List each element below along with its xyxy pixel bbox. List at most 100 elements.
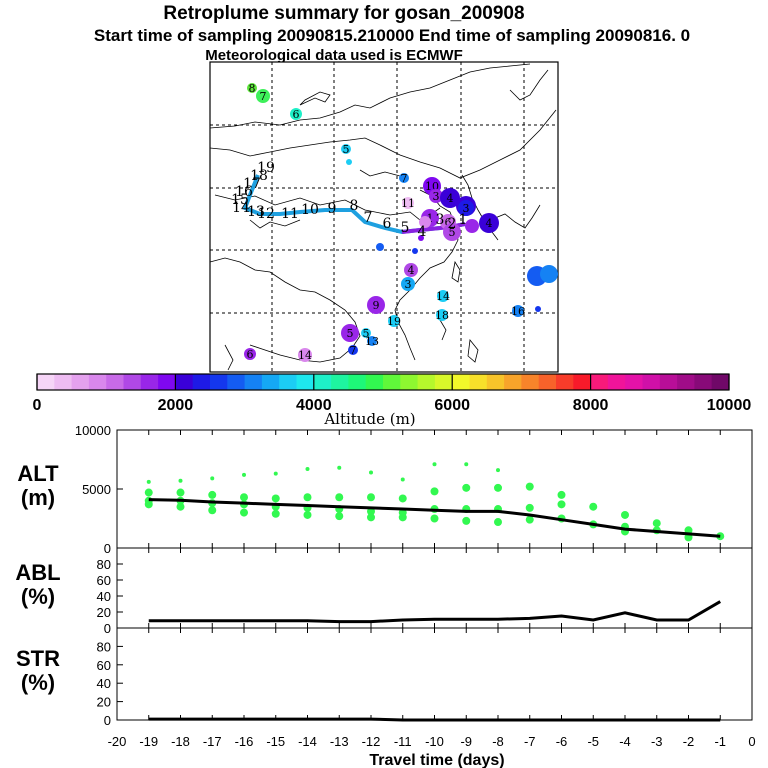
x-tick-label: -12 [362,734,381,749]
map-cluster-dot [436,309,448,321]
map-cluster-dot [404,263,418,277]
x-tick-label: -11 [394,734,412,749]
altitude-cluster-point [432,462,437,467]
map-cluster-label: 7 [401,172,408,185]
met-data-line: Meteorological data used is ECMWF [205,47,463,64]
x-tick-label: -14 [298,734,317,749]
colorbar-cell [538,374,557,390]
colorbar-cell [331,374,349,390]
y-tick-label: 0 [104,621,111,636]
altitude-cluster-point [303,493,312,502]
colorbar-cell [244,374,263,390]
y-tick-label: 60 [97,658,111,673]
colorbar-cell [158,374,176,390]
colorbar-cell [417,374,436,390]
map-cluster-dot [512,305,524,317]
x-tick-label: -10 [425,734,444,749]
altitude-cluster-point [494,483,502,492]
map-cluster-dot [376,243,384,251]
series-line-alt [148,498,721,538]
map-cluster-label: 3 [433,190,440,203]
y-axis-label: (%) [21,670,55,695]
colorbar-cell [556,374,574,390]
map-frame [209,61,559,373]
map-cluster-label: 11 [401,197,415,210]
altitude-cluster-point [242,472,246,477]
map-cluster-dot [440,188,460,208]
colorbar-cell [659,374,678,390]
map-cluster-label: 7 [260,90,267,103]
map-cluster-dot [402,197,414,209]
colorbar-cell [625,374,643,390]
colorbar-cell [642,374,661,390]
series-line-str [148,717,721,722]
map-cluster-label: 7 [350,344,357,357]
y-axis-label: (%) [21,584,55,609]
colorbar-cell [71,374,90,390]
colorbar-cell [296,374,315,390]
x-tick-label: -4 [619,734,631,749]
colorbar-cell [711,374,730,390]
colorbar-cell [383,374,401,390]
altitude-cluster-point [398,513,407,522]
altitude-cluster-point [146,479,151,484]
map-track-day-label: 12 [257,206,275,222]
map-cluster-label: 19 [387,315,401,328]
map-cluster-label: 6 [293,108,300,121]
map-cluster-label: 4 [447,192,454,205]
map-cluster-label: 5 [343,143,350,156]
map-track-day-label: 3 [436,212,445,228]
colorbar-cell [694,374,713,390]
map-cluster-dot [361,328,371,338]
x-tick-label: -15 [266,734,285,749]
altitude-cluster-point [525,515,534,524]
altitude-cluster-point [462,516,471,525]
colorbar-cell [400,374,419,390]
colorbar-cell [140,374,159,390]
colorbar-cell [54,374,73,390]
altitude-cluster-point [525,503,534,512]
x-tick-label: -3 [651,734,663,749]
map-cluster-dot [341,324,359,342]
altitude-cluster-point [367,493,375,502]
colorbar-cell [88,374,107,390]
chart-subtitle: Start time of sampling 20090815.210000 E… [93,26,691,45]
colorbar-cell [348,374,367,390]
altitude-cluster-point [398,494,407,503]
colorbar-cell [521,374,540,390]
colorbar-label: Altitude (m) [323,410,415,428]
altitude-cluster-point [178,478,183,483]
colorbar-tick-label: 10000 [707,397,752,414]
altitude-cluster-point [271,509,280,518]
map-cluster-label: 8 [249,82,256,95]
y-tick-label: 5000 [82,482,111,497]
map-cluster-label: 6 [445,216,452,229]
altitude-cluster-point [240,508,248,517]
altitude-cluster-point [271,494,280,503]
x-tick-label: 0 [748,734,755,749]
altitude-cluster-point [335,493,344,502]
panel-alt: 10000 5000 0 ALT(m) [17,423,753,556]
map-cluster-dot [418,235,424,241]
map-track-day-label: 9 [328,201,337,217]
map-track-day-label: 15 [231,192,249,208]
map-track-day-label: 14 [232,200,250,216]
x-tick-label: -9 [460,734,472,749]
altitude-cluster-point [240,493,248,502]
colorbar-cell [279,374,297,390]
colorbar-cell [486,374,505,390]
map-track-day-label: 1 [459,212,468,228]
map-cluster-label: 13 [365,335,379,348]
map-track-day-label: 2 [448,216,457,232]
panel-str: 80 60 40 20 0 STR(%) [16,627,753,728]
map-cluster-dot [247,83,257,93]
altitude-cluster-point [496,468,500,473]
map-track-day-label: 7 [364,210,373,226]
y-tick-label: 80 [97,639,111,654]
colorbar-cell [192,374,211,390]
altitude-cluster-point [210,476,215,481]
colorbar-cell [590,374,609,390]
y-axis-label: ALT [17,461,59,486]
x-axis-label: Travel time (days) [369,752,504,768]
colorbar-cell [37,374,55,390]
